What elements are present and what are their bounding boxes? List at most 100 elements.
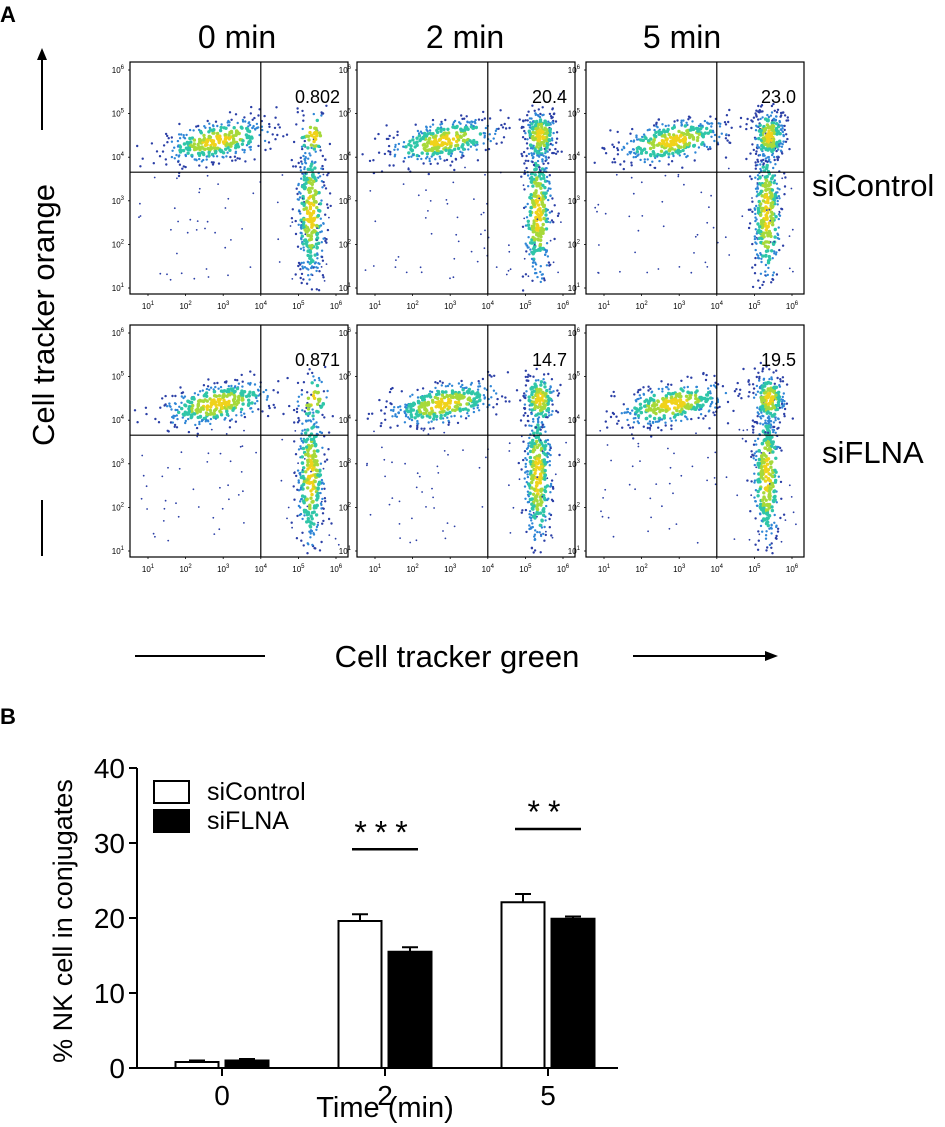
flow-event-dot xyxy=(526,223,531,227)
flow-event-dot xyxy=(537,214,541,218)
flow-event-dot xyxy=(536,488,540,492)
flow-event-dot xyxy=(409,395,412,398)
flow-event-dot xyxy=(442,395,447,400)
flow-event-dot xyxy=(456,400,461,404)
flow-event-dot xyxy=(652,133,657,137)
flow-event-dot xyxy=(308,250,313,254)
flow-event-dot xyxy=(380,409,383,412)
flow-event-dot xyxy=(454,404,459,408)
flow-event-dot xyxy=(657,118,661,121)
flow-event-dot xyxy=(764,274,766,276)
flow-event-dot xyxy=(542,460,546,464)
flow-event-dot xyxy=(315,469,319,473)
flow-event-dot xyxy=(657,387,660,391)
flow-event-dot xyxy=(757,457,761,462)
flow-event-dot xyxy=(447,397,451,402)
flow-event-dot xyxy=(536,435,540,439)
flow-event-dot xyxy=(750,119,753,122)
flow-event-dot xyxy=(361,153,364,156)
flow-event-dot xyxy=(539,428,542,431)
flow-event-dot xyxy=(701,124,704,128)
flow-event-dot xyxy=(772,489,776,494)
flow-event-dot xyxy=(539,405,543,409)
flow-event-dot xyxy=(682,401,686,405)
flow-event-dot xyxy=(695,389,699,393)
flow-event-dot xyxy=(535,430,539,435)
flow-event-dot xyxy=(417,134,422,138)
flow-event-dot xyxy=(315,205,319,210)
flow-event-dot xyxy=(668,144,672,148)
flow-event-dot xyxy=(214,120,218,123)
flow-event-dot xyxy=(196,415,200,420)
flow-event-dot xyxy=(530,519,533,522)
flow-event-dot xyxy=(247,125,250,128)
flow-event-dot xyxy=(241,380,244,383)
flow-event-dot xyxy=(527,236,530,239)
flow-event-dot xyxy=(161,475,164,478)
flow-event-dot xyxy=(726,422,730,425)
flow-event-dot xyxy=(534,190,538,195)
flow-event-dot xyxy=(252,192,255,195)
flow-event-dot xyxy=(408,417,411,421)
flow-event-dot xyxy=(411,135,415,139)
flow-event-dot xyxy=(672,125,676,129)
flow-event-dot xyxy=(767,147,772,151)
flow-event-dot xyxy=(303,158,306,161)
flow-event-dot xyxy=(549,446,552,450)
flow-event-dot xyxy=(187,407,191,411)
flow-event-dot xyxy=(309,143,314,147)
flow-event-dot xyxy=(303,200,305,203)
flow-event-dot xyxy=(396,130,399,133)
flow-event-dot xyxy=(184,165,187,169)
flow-event-dot xyxy=(772,102,775,106)
x-tick-label: 105 xyxy=(292,301,305,311)
flow-event-dot xyxy=(308,525,313,529)
flow-event-dot xyxy=(556,214,560,218)
flow-event-dot xyxy=(704,399,709,403)
flow-event-dot xyxy=(492,406,495,409)
flow-event-dot xyxy=(551,536,554,539)
flow-event-dot xyxy=(753,237,757,241)
flow-event-dot xyxy=(694,126,699,131)
flow-event-dot xyxy=(425,189,427,192)
flow-event-dot xyxy=(504,400,507,403)
flow-event-dot xyxy=(529,248,532,251)
flow-event-dot xyxy=(709,115,712,118)
flow-event-dot xyxy=(521,289,525,292)
flow-event-dot xyxy=(300,272,304,276)
flow-event-dot xyxy=(174,408,177,412)
flow-event-dot xyxy=(674,139,678,143)
flow-event-dot xyxy=(366,462,368,465)
flow-event-dot xyxy=(780,129,783,132)
flow-event-dot xyxy=(545,128,549,132)
flow-event-dot xyxy=(548,526,551,529)
flow-event-dot xyxy=(759,117,762,121)
flow-event-dot xyxy=(703,119,707,123)
flow-event-dot xyxy=(762,453,767,457)
flow-event-dot xyxy=(522,458,525,462)
flow-event-dot xyxy=(773,179,776,182)
flow-event-dot xyxy=(632,437,635,440)
flow-event-dot xyxy=(657,268,660,270)
flow-event-dot xyxy=(304,172,307,175)
flow-event-dot xyxy=(322,173,325,176)
flow-event-dot xyxy=(266,414,270,418)
flow-event-dot xyxy=(212,155,215,158)
flow-event-dot xyxy=(746,117,749,121)
flow-event-dot xyxy=(307,180,311,184)
flow-event-dot xyxy=(544,155,548,158)
flow-event-dot xyxy=(477,118,481,121)
flow-event-dot xyxy=(667,156,670,159)
flow-event-dot xyxy=(170,228,172,231)
flow-event-dot xyxy=(251,118,254,122)
flow-event-dot xyxy=(652,138,656,142)
flow-event-dot xyxy=(524,457,527,460)
flow-event-dot xyxy=(533,109,536,113)
flow-event-dot xyxy=(300,432,303,435)
flow-event-dot xyxy=(713,374,716,378)
flow-event-dot xyxy=(754,112,757,115)
flow-event-dot xyxy=(234,420,238,423)
flow-event-dot xyxy=(311,467,315,472)
flow-event-dot xyxy=(685,416,688,419)
flow-event-dot xyxy=(752,443,756,446)
